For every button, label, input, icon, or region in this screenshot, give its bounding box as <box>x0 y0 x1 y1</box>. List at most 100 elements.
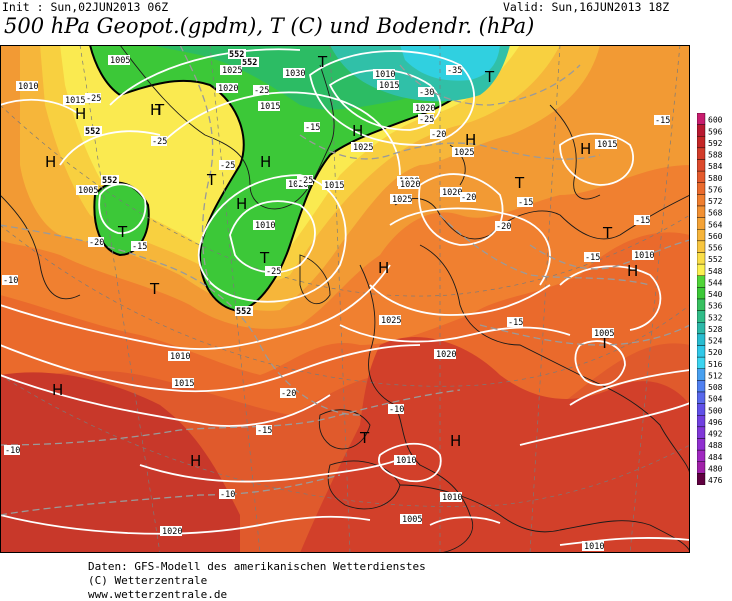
svg-text:1010: 1010 <box>375 70 395 80</box>
svg-text:1015: 1015 <box>597 140 617 150</box>
high-center: H <box>260 153 271 171</box>
scale-label: 584 <box>708 162 723 171</box>
temp-label: -25 <box>265 266 281 277</box>
svg-text:-25: -25 <box>266 267 281 277</box>
low-center: T <box>154 101 165 119</box>
temp-label: -25 <box>297 175 313 186</box>
chart-title: 500 hPa Geopot.(gpdm), T (C) und Bodendr… <box>4 14 535 38</box>
isobar-label: 1010 <box>373 69 395 80</box>
svg-text:1020: 1020 <box>436 350 456 360</box>
scale-label: 488 <box>708 441 723 450</box>
temp-label: -10 <box>4 445 20 456</box>
temp-label: -10 <box>2 275 18 286</box>
scale-label: 596 <box>708 127 723 136</box>
temp-label: -25 <box>253 85 269 96</box>
scale-label: 508 <box>708 383 723 392</box>
scale-label: 568 <box>708 209 723 218</box>
scale-swatch <box>697 194 706 207</box>
scale-label: 544 <box>708 278 723 287</box>
graticule <box>0 45 690 553</box>
scale-label: 516 <box>708 360 723 369</box>
high-center: H <box>627 262 638 280</box>
color-scale: 600 596 592 588 584 580 576 572 568 564 560 556 552 5… <box>697 113 723 485</box>
svg-text:552: 552 <box>229 50 244 60</box>
svg-text:-20: -20 <box>431 130 446 140</box>
scale-swatch <box>697 229 706 242</box>
isobar-label: 1015 <box>258 101 280 112</box>
svg-text:-25: -25 <box>220 161 235 171</box>
isobar-label: 1020 <box>434 349 456 360</box>
svg-text:-20: -20 <box>461 193 476 203</box>
isobar-label: 1025 <box>220 65 242 76</box>
scale-label: 556 <box>708 244 723 253</box>
svg-text:1020: 1020 <box>442 188 462 198</box>
high-center: H <box>190 452 201 470</box>
geopot-label: 552 <box>84 126 102 137</box>
scale-label: 476 <box>708 476 723 485</box>
isobar-label: 1020 <box>413 103 435 114</box>
scale-label: 532 <box>708 313 723 322</box>
weather-map: H H H H H H H H H H H H H T T T T T T T … <box>0 45 690 553</box>
scale-swatch <box>697 449 706 462</box>
band-588-southwest <box>0 372 240 553</box>
geopot-label: 552 <box>235 306 253 317</box>
svg-text:-15: -15 <box>655 116 670 126</box>
scale-swatch <box>697 147 706 160</box>
temp-label: -20 <box>280 388 296 399</box>
temp-label: -15 <box>507 317 523 328</box>
temp-label: -25 <box>219 160 235 171</box>
svg-text:1010: 1010 <box>396 456 416 466</box>
svg-text:1005: 1005 <box>594 329 614 339</box>
svg-text:1005: 1005 <box>402 515 422 525</box>
scale-label: 548 <box>708 267 723 276</box>
temp-label: -15 <box>584 252 600 263</box>
scale-swatch <box>697 159 706 172</box>
svg-text:1015: 1015 <box>65 96 85 106</box>
svg-text:-15: -15 <box>518 198 533 208</box>
temp-label: -15 <box>517 197 533 208</box>
scale-label: 536 <box>708 302 723 311</box>
scale-label: 564 <box>708 220 723 229</box>
low-center: T <box>359 429 370 447</box>
svg-text:1010: 1010 <box>584 542 604 552</box>
temp-label: -20 <box>460 192 476 203</box>
isobar-label: 1010 <box>168 351 190 362</box>
footer-url[interactable]: www.wetterzentrale.de <box>88 588 228 601</box>
temp-label: -25 <box>418 114 434 125</box>
svg-text:-25: -25 <box>86 94 101 104</box>
isobar-label: 1015 <box>377 80 399 91</box>
temp-label: -20 <box>495 221 511 232</box>
svg-text:552: 552 <box>102 176 117 186</box>
isobar-label: 1030 <box>283 68 305 79</box>
geopot-label: 552 <box>241 57 259 68</box>
scale-swatch <box>697 368 706 381</box>
scale-swatch <box>697 322 706 335</box>
scale-label: 552 <box>708 255 723 264</box>
svg-text:-25: -25 <box>152 137 167 147</box>
scale-label: 540 <box>708 290 723 299</box>
low-center: T <box>599 334 610 352</box>
scale-swatch <box>697 240 706 253</box>
high-center: H <box>45 153 56 171</box>
low-center: T <box>206 171 217 189</box>
svg-text:552: 552 <box>85 127 100 137</box>
high-center: H <box>450 432 461 450</box>
temp-label: -20 <box>88 237 104 248</box>
svg-text:1015: 1015 <box>174 379 194 389</box>
isobar-label: 1005 <box>400 514 422 525</box>
svg-text:1025: 1025 <box>381 316 401 326</box>
low-center: T <box>259 249 270 267</box>
scale-label: 504 <box>708 395 723 404</box>
svg-text:-25: -25 <box>419 115 434 125</box>
svg-text:1010: 1010 <box>18 82 38 92</box>
temp-label: -15 <box>256 425 272 436</box>
scale-swatch <box>697 298 706 311</box>
isobar-label: 1010 <box>440 492 462 503</box>
high-center: H <box>352 122 363 140</box>
temp-label: -30 <box>418 87 434 98</box>
svg-text:1010: 1010 <box>442 493 462 503</box>
svg-text:1005: 1005 <box>78 186 98 196</box>
high-center: H <box>75 105 86 123</box>
scale-swatch <box>697 263 706 276</box>
temp-label: -20 <box>430 129 446 140</box>
